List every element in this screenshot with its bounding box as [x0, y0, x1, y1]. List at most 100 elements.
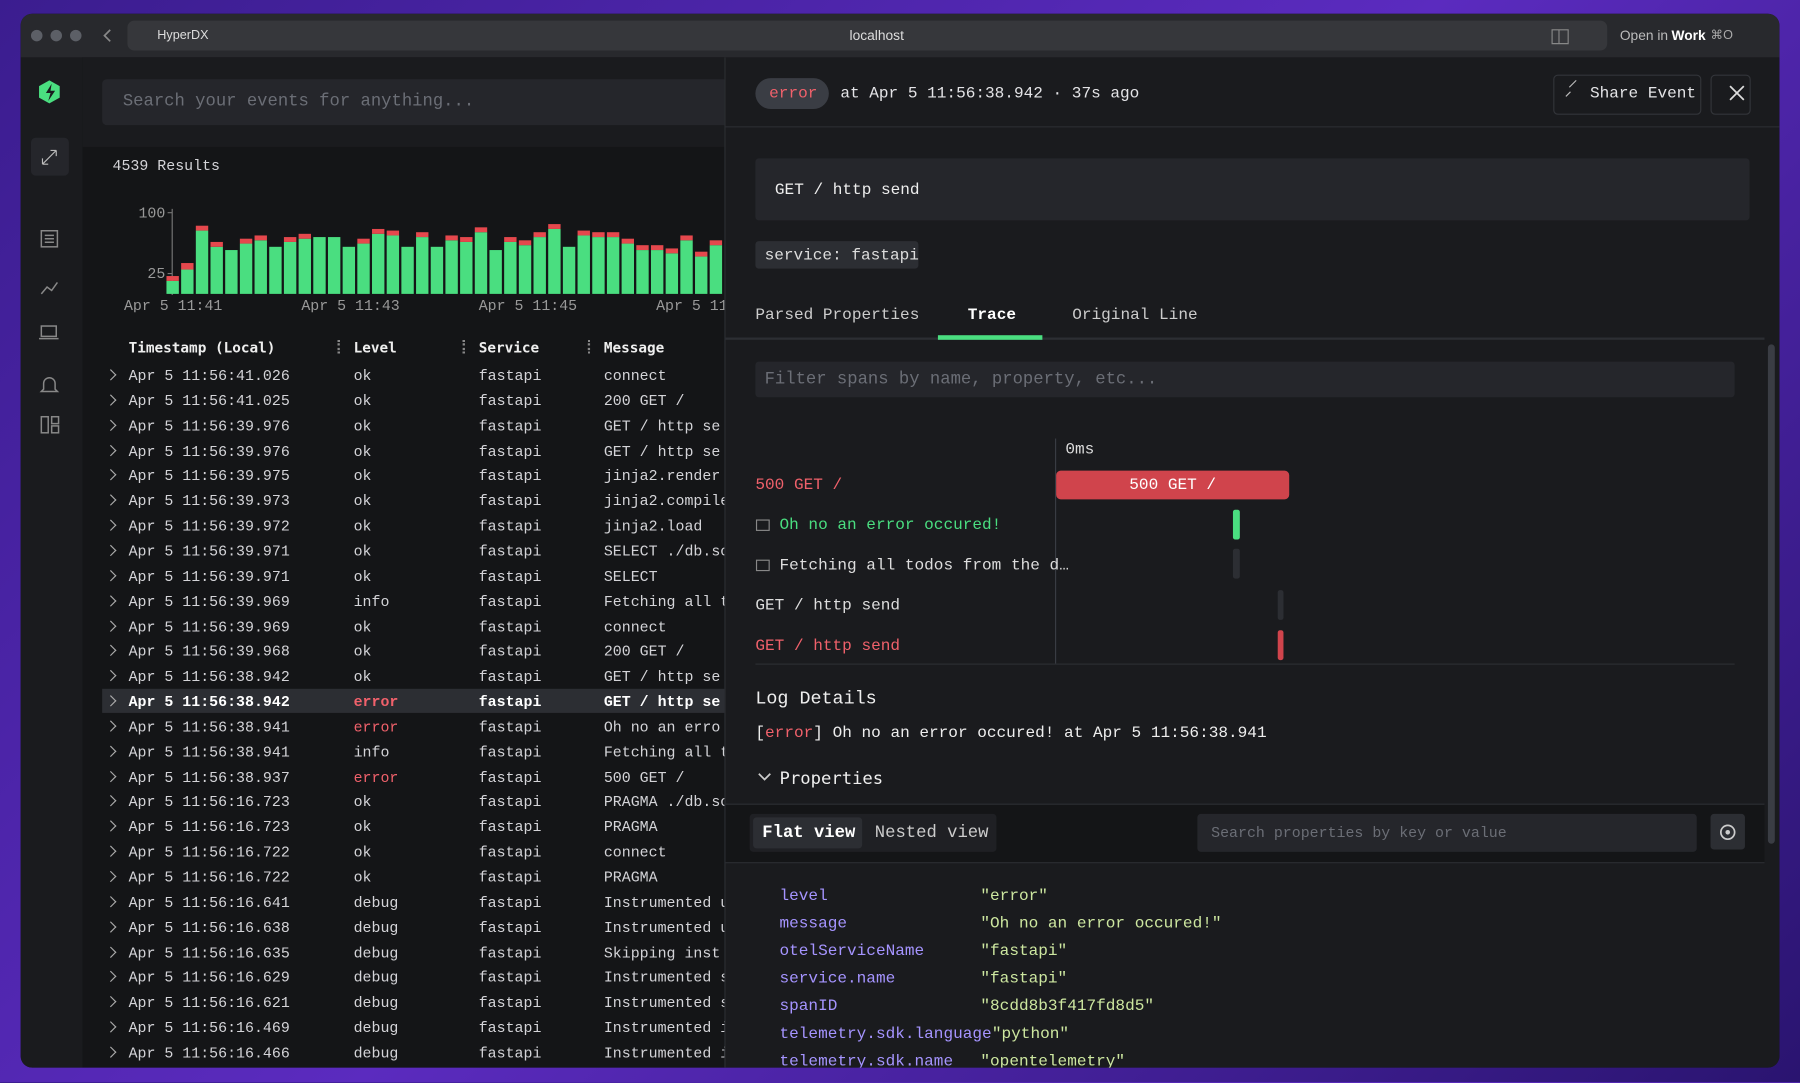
level[interactable]: ok [353, 843, 372, 862]
span-name[interactable]: 500 GET / [755, 476, 843, 495]
level[interactable]: ok [353, 793, 372, 811]
service[interactable]: fastapi [478, 467, 542, 485]
service[interactable]: fastapi [478, 793, 542, 811]
level[interactable]: debug [353, 1019, 399, 1037]
tab[interactable]: Original Line [1072, 306, 1198, 325]
message[interactable]: PRAGMA [603, 869, 658, 887]
level[interactable]: ok [353, 417, 372, 435]
view-active[interactable] [753, 817, 863, 849]
service[interactable]: fastapi [478, 869, 542, 887]
level[interactable]: ok [353, 643, 372, 661]
service[interactable]: fastapi [478, 894, 542, 912]
timestamp[interactable]: Apr 5 11:56:39.976 [128, 417, 290, 435]
level[interactable]: debug [353, 994, 399, 1012]
span-name[interactable]: Oh no an error occured! [779, 516, 1002, 535]
timestamp[interactable]: Apr 5 11:56:16.722 [128, 869, 290, 887]
tab[interactable]: Trace [967, 306, 1016, 325]
message[interactable]: Fetching all t [603, 593, 725, 611]
level[interactable]: debug [353, 894, 399, 912]
view-option[interactable]: Nested view [874, 823, 989, 843]
message[interactable]: 200 GET / [603, 643, 685, 661]
timestamp[interactable]: Apr 5 11:56:41.026 [128, 367, 290, 385]
message[interactable]: 200 GET / [603, 392, 685, 410]
timestamp[interactable]: Apr 5 11:56:16.641 [128, 894, 290, 912]
timestamp[interactable]: Apr 5 11:56:39.969 [128, 593, 290, 611]
timestamp[interactable]: Apr 5 11:56:16.723 [128, 793, 290, 811]
column-resizer[interactable] [462, 339, 468, 354]
message[interactable]: connect [603, 367, 667, 385]
level[interactable]: info [353, 593, 390, 611]
message[interactable]: Instrumented i [603, 1044, 725, 1062]
timestamp[interactable]: Apr 5 11:56:38.941 [128, 743, 290, 761]
message[interactable]: Oh no an erro [603, 718, 721, 736]
message[interactable]: GET / http se [603, 668, 721, 686]
view-option[interactable]: Flat view [762, 823, 856, 843]
service[interactable]: fastapi [478, 994, 542, 1012]
timestamp[interactable]: Apr 5 11:56:16.638 [128, 919, 290, 937]
level[interactable]: ok [353, 492, 372, 510]
service[interactable]: fastapi [478, 367, 542, 385]
message[interactable]: Fetching all t [603, 743, 725, 761]
service[interactable]: fastapi [478, 818, 542, 837]
service[interactable]: fastapi [478, 568, 542, 586]
service[interactable]: fastapi [478, 718, 542, 736]
service[interactable]: fastapi [478, 743, 542, 761]
timestamp[interactable]: Apr 5 11:56:38.937 [128, 768, 290, 786]
level[interactable]: ok [353, 442, 372, 460]
service[interactable]: fastapi [478, 517, 542, 536]
service[interactable]: fastapi [478, 492, 542, 510]
service[interactable]: fastapi [478, 643, 542, 661]
level[interactable]: ok [353, 467, 372, 485]
level[interactable]: debug [353, 969, 399, 987]
timestamp[interactable]: Apr 5 11:56:38.941 [128, 718, 290, 736]
share-button[interactable] [1553, 74, 1702, 115]
level[interactable]: ok [353, 542, 372, 561]
message[interactable]: jinja2.compile [603, 492, 725, 510]
span-name[interactable]: Fetching all todos from the d… [779, 556, 1069, 576]
message[interactable]: Instrumented s [603, 994, 725, 1012]
timestamp[interactable]: Apr 5 11:56:39.971 [128, 568, 290, 586]
level[interactable]: ok [353, 568, 372, 586]
tab[interactable]: Parsed Properties [755, 306, 920, 325]
timestamp[interactable]: Apr 5 11:56:39.973 [128, 492, 290, 510]
timestamp[interactable]: Apr 5 11:56:39.968 [128, 643, 290, 661]
search-placeholder[interactable]: Search your events for anything... [122, 91, 475, 112]
message[interactable]: SELECT ./db.sc [603, 542, 725, 561]
timestamp[interactable]: Apr 5 11:56:41.025 [128, 392, 290, 410]
service[interactable]: fastapi [478, 392, 542, 410]
level[interactable]: error [353, 693, 399, 711]
message[interactable]: Instrumented u [603, 919, 725, 937]
message[interactable]: PRAGMA ./db.sc [603, 793, 725, 811]
level[interactable]: debug [353, 919, 399, 937]
service[interactable]: fastapi [478, 593, 542, 611]
message[interactable]: Instrumented u [603, 894, 725, 912]
service[interactable]: fastapi [478, 843, 542, 862]
service[interactable]: fastapi [478, 618, 542, 636]
level[interactable]: ok [353, 618, 372, 636]
properties-search[interactable] [1197, 813, 1697, 852]
timestamp[interactable]: Apr 5 11:56:38.942 [128, 693, 290, 711]
message[interactable]: Instrumented s [603, 969, 725, 987]
timestamp[interactable]: Apr 5 11:56:16.722 [128, 843, 290, 862]
service[interactable]: fastapi [478, 417, 542, 435]
message[interactable]: GET / http se [603, 693, 721, 711]
level[interactable]: ok [353, 869, 372, 887]
level[interactable]: debug [353, 1044, 399, 1062]
service[interactable]: fastapi [478, 969, 542, 987]
service[interactable]: fastapi [478, 919, 542, 937]
message[interactable]: Instrumented i [603, 1019, 725, 1037]
level[interactable]: ok [353, 392, 372, 410]
timestamp[interactable]: Apr 5 11:56:16.629 [128, 969, 290, 987]
service[interactable]: fastapi [478, 542, 542, 561]
service[interactable]: fastapi [478, 944, 542, 962]
level[interactable]: ok [353, 367, 372, 385]
message[interactable]: GET / http se [603, 442, 721, 460]
message[interactable]: connect [603, 618, 667, 636]
service[interactable]: fastapi [478, 668, 542, 686]
filter-placeholder[interactable]: Filter spans by name, property, etc... [764, 369, 1158, 390]
level[interactable]: ok [353, 818, 372, 837]
level[interactable]: ok [353, 668, 372, 686]
close-button[interactable] [1710, 74, 1751, 115]
timestamp[interactable]: Apr 5 11:56:39.971 [128, 542, 290, 561]
message[interactable]: PRAGMA [603, 818, 658, 837]
